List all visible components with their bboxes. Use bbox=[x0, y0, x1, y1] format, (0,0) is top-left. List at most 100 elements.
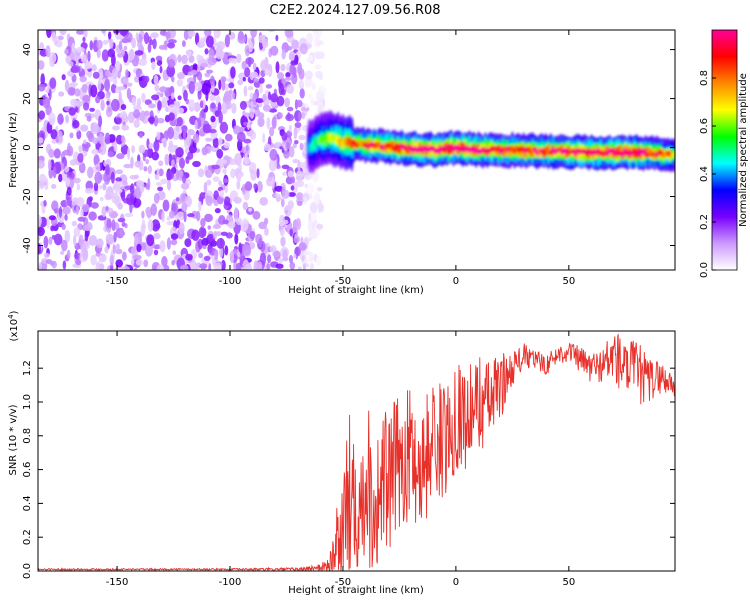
spectrogram-noise-blob bbox=[118, 91, 122, 103]
spectrogram-noise-blob bbox=[170, 233, 179, 240]
spectrogram-noise-blob bbox=[191, 69, 198, 76]
spectrogram-noise-blob bbox=[288, 124, 292, 133]
snr-y-tick-label: 1.0 bbox=[22, 394, 33, 410]
spectrogram-noise-blob bbox=[231, 102, 237, 114]
spectrogram-noise-blob bbox=[166, 64, 176, 78]
spectrogram-noise-blob bbox=[150, 32, 159, 39]
spectrogram-noise-blob bbox=[285, 113, 294, 122]
spectrogram-noise-blob bbox=[79, 75, 87, 83]
spectrogram-noise-blob bbox=[267, 254, 272, 264]
spectrogram-noise-blob bbox=[52, 166, 57, 179]
spectrogram-noise-blob bbox=[177, 72, 185, 80]
spectrogram-noise-blob bbox=[296, 200, 303, 206]
spectrogram-noise-blob bbox=[188, 30, 196, 37]
spectrogram-noise-blob bbox=[189, 106, 194, 112]
spectrogram-noise-blob bbox=[57, 113, 64, 125]
spectrogram-noise-blob bbox=[205, 137, 213, 142]
spectrogram-noise-blob bbox=[115, 259, 123, 268]
spectrogram-noise-blob bbox=[264, 69, 272, 76]
spectrogram-noise-blob bbox=[80, 124, 89, 132]
spectrogram-ridge-layer bbox=[306, 109, 675, 174]
spectrogram-noise-blob bbox=[93, 182, 99, 192]
spectrogram-noise-blob bbox=[126, 82, 133, 87]
spectrogram-noise-blob bbox=[83, 102, 90, 111]
spectrogram-noise-blob bbox=[193, 102, 201, 112]
spectrogram-noise-blob bbox=[266, 117, 271, 130]
spectrogram-noise-blob bbox=[274, 185, 284, 192]
spectrogram-noise-blob bbox=[107, 151, 114, 158]
spectrogram-noise-blob bbox=[168, 39, 177, 44]
spectrogram-noise-blob bbox=[201, 146, 208, 156]
spectrogram-noise-blob bbox=[151, 151, 160, 161]
spectrogram-noise-blob bbox=[230, 66, 236, 79]
spectrogram-noise-blob bbox=[212, 224, 222, 230]
spectrogram-noise-blob bbox=[263, 105, 268, 111]
spectrogram-noise-blob bbox=[243, 138, 252, 144]
spectrogram-noise-blob bbox=[150, 203, 157, 216]
spectrogram-noise-blob bbox=[103, 172, 111, 185]
spectrogram-noise-blob bbox=[224, 196, 231, 207]
spectrogram-noise-blob bbox=[284, 45, 293, 51]
spectrogram-noise-blob bbox=[252, 92, 258, 106]
spectrogram-noise-blob bbox=[298, 242, 307, 251]
spectrogram-noise-blob bbox=[187, 151, 194, 160]
spectrogram-noise-blob bbox=[208, 263, 212, 270]
spectrogram-noise-blob bbox=[78, 234, 84, 247]
spectrogram-noise-blob bbox=[309, 55, 313, 62]
spectrogram-noise-blob bbox=[169, 98, 175, 107]
spectrogram-noise-blob bbox=[105, 205, 109, 212]
spectrogram-noise-blob bbox=[153, 115, 159, 127]
spectrogram-noise-blob bbox=[196, 71, 203, 81]
spectrogram-noise-blob bbox=[67, 87, 76, 96]
snr-x-ticks: -150 -100 -50 0 50 bbox=[106, 331, 575, 588]
spectrogram-noise-blob bbox=[244, 112, 251, 118]
spectrogram-noise-blob bbox=[90, 84, 98, 98]
spectrogram-noise-blob bbox=[170, 92, 175, 100]
spectrogram-noise-blob bbox=[253, 78, 260, 83]
spectrogram-noise-blob bbox=[203, 182, 208, 194]
spectrogram-noise-blob bbox=[310, 210, 317, 223]
spectrogram-noise-blob bbox=[312, 30, 319, 34]
spectrogram-noise-blob bbox=[218, 79, 222, 91]
spectrogram-noise-blob bbox=[262, 133, 266, 143]
spectrogram-noise-blob bbox=[194, 119, 198, 130]
snr-y-ticks: 0.0 0.2 0.4 0.6 0.8 1.0 1.2 bbox=[22, 360, 675, 579]
spectrogram-noise-blob bbox=[294, 233, 299, 239]
spectrogram-noise-blob bbox=[141, 92, 146, 103]
spectrogram-noise-blob bbox=[191, 229, 200, 241]
spectrogram-noise-blob bbox=[46, 216, 50, 229]
spectrogram-noise-blob bbox=[49, 77, 57, 89]
spectrogram-noise-blob bbox=[285, 72, 291, 78]
spectrogram-noise-blob bbox=[198, 226, 206, 239]
spectrogram-noise-blob bbox=[287, 170, 294, 178]
spectrogram-noise-blob bbox=[309, 262, 315, 270]
spectrogram-noise-blob bbox=[82, 143, 89, 153]
spectrogram-noise-blob bbox=[255, 98, 264, 104]
spectrogram-noise-blob bbox=[268, 158, 277, 172]
spectrogram-y-ticks: -40 -20 0 20 40 bbox=[22, 43, 675, 254]
spectrogram-noise-blob bbox=[225, 100, 232, 110]
spectrogram-noise-blob bbox=[65, 114, 69, 124]
spectrogram-noise-blob bbox=[50, 129, 58, 140]
spectrogram-noise-blob bbox=[131, 37, 137, 49]
spectrogram-noise-blob bbox=[155, 55, 163, 62]
spectrogram-noise-blob bbox=[313, 101, 319, 106]
spectrogram-noise-blob bbox=[204, 213, 213, 223]
spectrogram-noise-blob bbox=[200, 63, 209, 68]
spectrogram-noise-blob bbox=[284, 97, 290, 108]
spectrogram-noise-blob bbox=[257, 116, 265, 128]
spectrogram-noise-blob bbox=[113, 30, 120, 34]
spectrogram-noise-blob bbox=[205, 169, 213, 179]
spectrogram-noise-blob bbox=[289, 51, 295, 61]
spectrogram-noise-blob bbox=[104, 78, 111, 92]
spectrogram-noise-blob bbox=[71, 220, 78, 227]
spectrogram-noise-blob bbox=[292, 66, 297, 78]
spectrogram-noise-blob bbox=[105, 233, 114, 245]
colorbar-tick-label: 0.0 bbox=[699, 262, 710, 278]
spectrogram-noise-blob bbox=[275, 263, 284, 269]
spectrogram-noise-blob bbox=[68, 107, 76, 116]
spectrogram-noise-blob bbox=[109, 254, 115, 266]
spectrogram-y-tick-label: -20 bbox=[22, 188, 33, 204]
spectrogram-noise-blob bbox=[204, 30, 209, 35]
spectrogram-noise-blob bbox=[202, 123, 212, 134]
